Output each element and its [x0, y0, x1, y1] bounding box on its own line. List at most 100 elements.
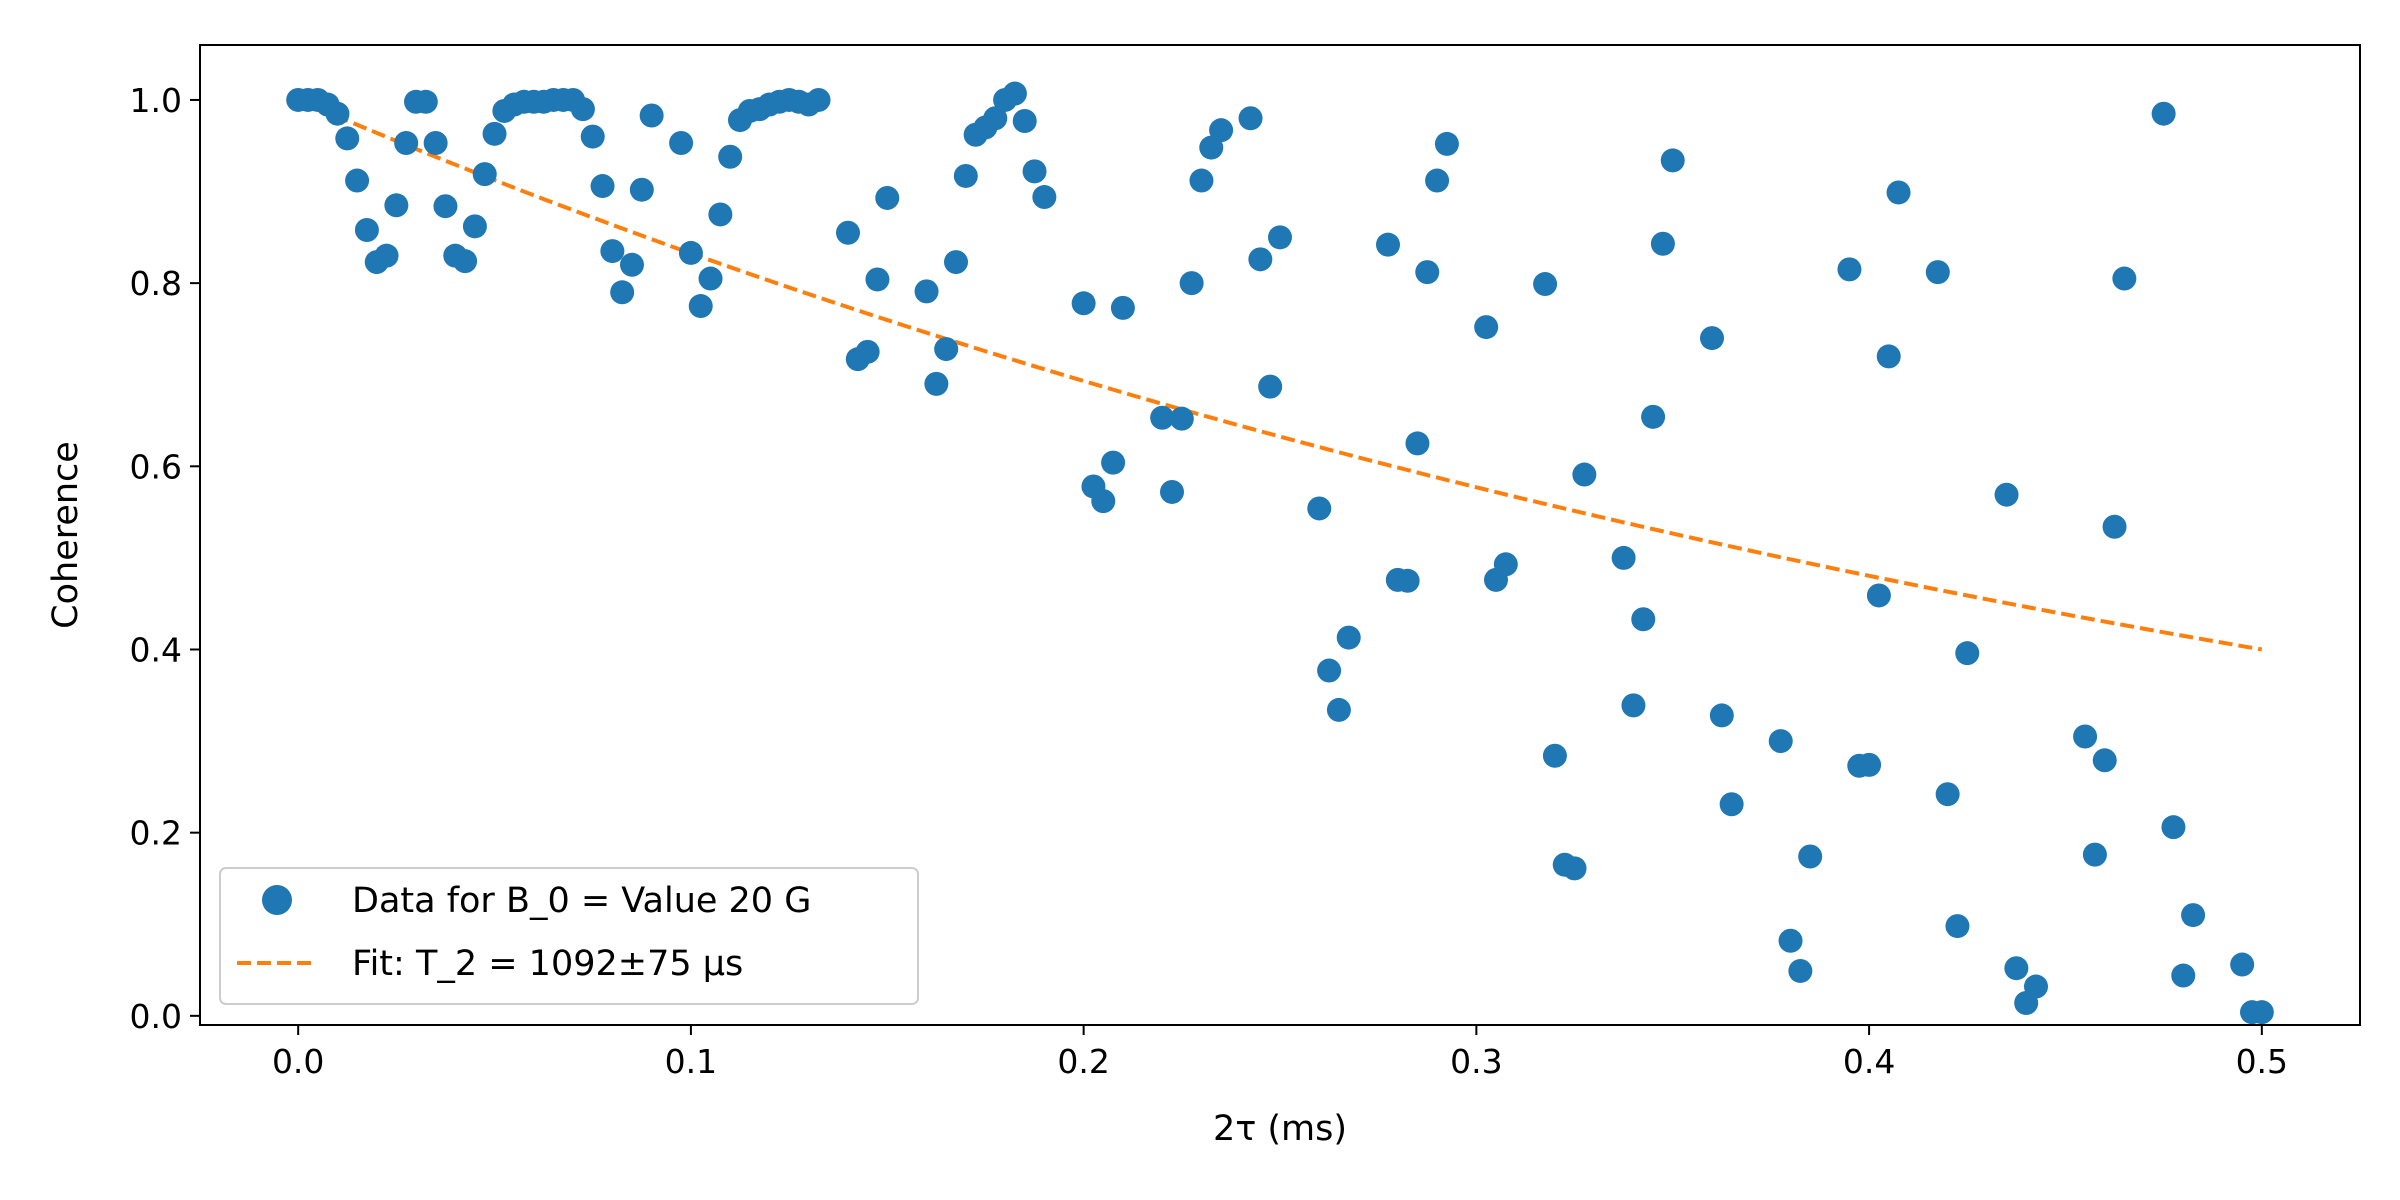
data-point [1307, 496, 1332, 521]
data-point [1110, 295, 1135, 320]
data-point [1209, 118, 1234, 143]
data-point [1179, 271, 1204, 296]
data-point [1091, 489, 1116, 514]
data-point [1650, 231, 1675, 256]
data-point [806, 87, 831, 112]
data-point [669, 131, 694, 155]
data-point [354, 218, 379, 243]
data-point [934, 337, 959, 362]
data-point [983, 106, 1008, 131]
data-point [1160, 479, 1184, 504]
plot-frame [199, 44, 2361, 1026]
data-point [1248, 247, 1273, 272]
y-tick-label: 0.4 [130, 630, 182, 669]
x-tick-label: 0.2 [1057, 1042, 1109, 1081]
y-tick-label: 0.6 [130, 447, 182, 486]
data-point [1434, 131, 1459, 156]
data-point [433, 194, 458, 219]
data-point [1326, 697, 1351, 722]
data-point [688, 294, 713, 319]
data-point [875, 185, 900, 210]
data-point [1189, 168, 1214, 193]
data-point [708, 202, 733, 227]
data-point [345, 168, 370, 193]
data-point [1376, 232, 1400, 257]
data-point [1709, 703, 1734, 728]
data-point [953, 163, 978, 188]
data-points-layer [286, 81, 2274, 1025]
data-point [924, 371, 949, 396]
data-point [1611, 545, 1636, 570]
data-point [698, 266, 723, 291]
data-point [413, 89, 438, 114]
data-point [1258, 374, 1283, 399]
y-tick-label: 0.2 [130, 814, 182, 853]
data-point [620, 252, 644, 277]
data-point [2024, 974, 2048, 999]
data-point [1032, 185, 1057, 210]
data-point [2230, 952, 2255, 977]
data-point [1169, 406, 1194, 431]
data-point [1876, 344, 1901, 369]
legend-marker-data [262, 885, 292, 915]
data-point [1837, 257, 1862, 282]
data-point [2151, 101, 2176, 126]
data-point [2249, 1000, 2274, 1025]
data-point [590, 174, 615, 199]
data-point [1425, 168, 1450, 193]
data-point [1474, 315, 1499, 340]
data-point [639, 103, 664, 128]
data-point [1768, 729, 1793, 754]
data-point [718, 144, 743, 169]
data-point [423, 131, 448, 155]
data-point [325, 101, 350, 126]
legend-label-data: Data for B_0 = Value 20 G [352, 881, 811, 921]
data-point [600, 239, 625, 264]
data-point [1101, 450, 1126, 475]
data-point [482, 121, 507, 146]
data-point [1022, 159, 1047, 184]
x-tick-label: 0.1 [665, 1042, 717, 1081]
data-point [1071, 291, 1096, 316]
fit-curve [297, 98, 2263, 652]
legend-box [219, 867, 919, 1005]
y-axis-label: Coherence [46, 441, 86, 629]
x-tick-label: 0.5 [2236, 1042, 2288, 1081]
data-point [1562, 856, 1587, 881]
data-point [2102, 514, 2127, 539]
y-tick-label: 0.0 [130, 997, 182, 1036]
data-point [374, 243, 399, 268]
data-point [570, 97, 595, 122]
data-point [1719, 792, 1744, 817]
data-point [1405, 431, 1430, 456]
x-axis-ticks: 0.0 0.1 0.2 0.3 0.4 0.5 [272, 1025, 2288, 1081]
data-point [2181, 903, 2206, 928]
data-point [2082, 842, 2107, 867]
data-point [1415, 260, 1440, 285]
data-point [1778, 928, 1803, 953]
data-point [836, 220, 860, 245]
legend-label-fit: Fit: T_2 = 1092±75 μs [352, 944, 743, 984]
data-point [1395, 568, 1420, 593]
data-point [1641, 404, 1666, 429]
data-point [462, 214, 487, 239]
data-point [1945, 914, 1970, 939]
data-point [1199, 135, 1224, 160]
data-point [1788, 958, 1813, 983]
data-point [1621, 693, 1646, 718]
data-point [1542, 743, 1567, 768]
data-point [2171, 963, 2196, 988]
y-tick-label: 0.8 [130, 264, 182, 303]
data-point [1955, 641, 1980, 666]
data-point [580, 124, 605, 149]
data-point [855, 339, 880, 364]
data-point [1493, 552, 1518, 577]
data-point [2161, 815, 2186, 840]
x-axis-label: 2τ (ms) [1213, 1109, 1347, 1149]
data-point [1631, 607, 1656, 632]
data-point [1935, 782, 1960, 807]
data-point [2073, 724, 2098, 749]
data-point [394, 131, 419, 155]
x-tick-label: 0.3 [1450, 1042, 1502, 1081]
